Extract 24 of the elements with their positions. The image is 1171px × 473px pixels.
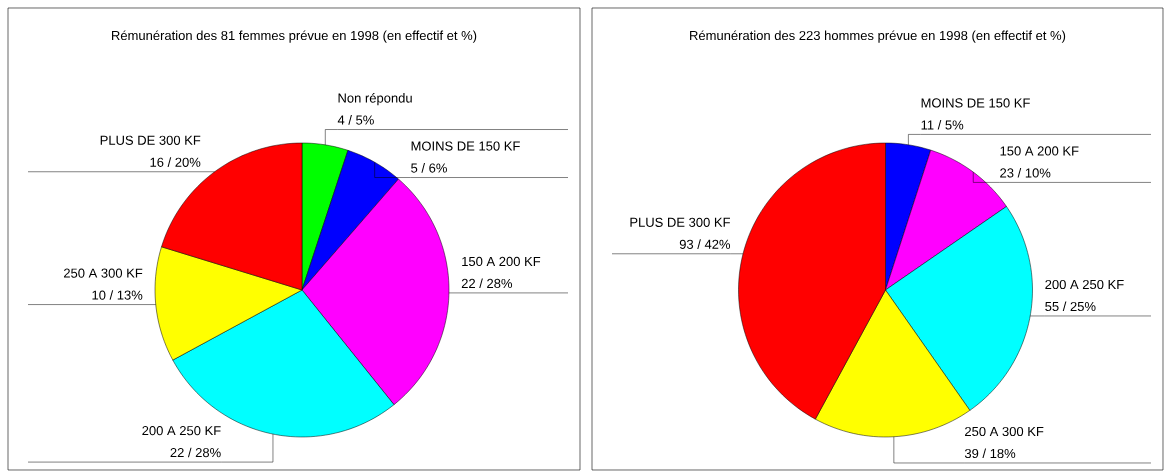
- data-label: 22 / 28%: [461, 278, 513, 289]
- slice-label: 200 A 250 KF: [1045, 279, 1124, 290]
- slice-label: 150 A 200 KF: [1000, 146, 1079, 156]
- data-label: 4 / 5%: [337, 115, 374, 125]
- chart-title: Rémunération des 223 hommes prévue en 1998 (en effectif et %): [690, 30, 1066, 43]
- chart-title: Rémunération des 81 femmes prévue en 1998 (en effectif et %): [112, 30, 477, 43]
- slice-label: MOINS DE 150 KF: [921, 98, 1030, 108]
- data-label: 93 / 42%: [679, 239, 731, 249]
- data-label: 23 / 10%: [1000, 167, 1051, 178]
- data-label: 39 / 18%: [964, 448, 1016, 459]
- slice-label: 250 A 300 KF: [965, 426, 1044, 437]
- data-label: 11 / 5%: [921, 119, 964, 130]
- slice-label: 200 A 250 KF: [142, 426, 221, 436]
- data-label: 5 / 6%: [411, 163, 447, 173]
- slice-label: MOINS DE 150 KF: [411, 141, 520, 151]
- slice-label: Non répondu: [338, 92, 412, 106]
- slice-label: 150 A 200 KF: [462, 256, 541, 267]
- data-label: 16 / 20%: [150, 157, 201, 167]
- slice-label: 250 A 300 KF: [63, 268, 143, 278]
- data-label: 10 / 13%: [92, 290, 143, 300]
- slice-label: PLUS DE 300 KF: [630, 217, 730, 227]
- data-label: 22 / 28%: [170, 447, 221, 458]
- data-label: 55 / 25%: [1045, 301, 1096, 312]
- slice-label: PLUS DE 300 KF: [100, 135, 201, 145]
